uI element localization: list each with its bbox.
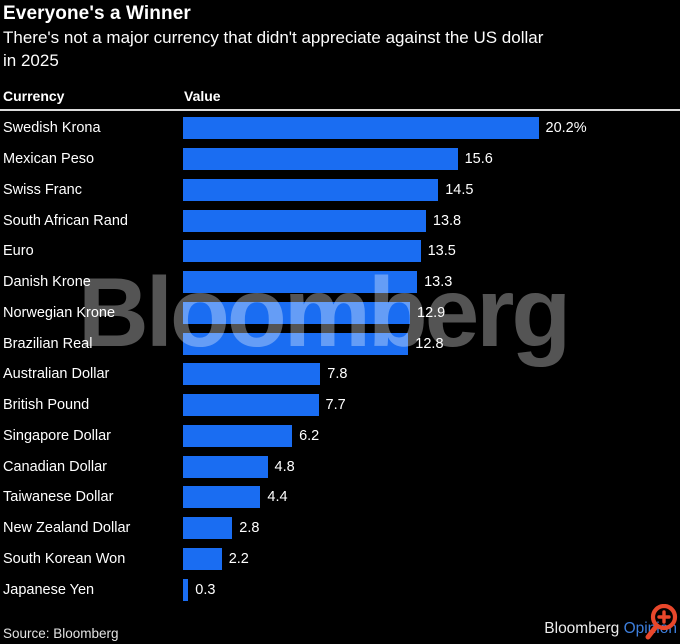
currency-label: British Pound xyxy=(3,397,90,414)
column-header-value: Value xyxy=(184,88,221,104)
page-title: Everyone's a Winner xyxy=(3,3,191,24)
currency-label: Norwegian Krone xyxy=(3,304,116,321)
currency-label: Mexican Peso xyxy=(3,151,95,168)
value-label: 13.8 xyxy=(432,212,462,229)
currency-label: Swiss Franc xyxy=(3,181,82,198)
value-label: 4.4 xyxy=(267,489,288,506)
value-label: 13.5 xyxy=(427,243,456,260)
value-bar xyxy=(183,178,439,201)
chart-row: Norwegian Krone 12.9 xyxy=(0,298,680,329)
currency-label: New Zealand Dollar xyxy=(3,520,131,537)
chart-row: Singapore Dollar 6.2 xyxy=(0,421,680,452)
value-bar xyxy=(183,363,321,386)
value-label: 2.8 xyxy=(239,520,260,537)
chart-row: Danish Krone 13.3 xyxy=(0,267,680,298)
value-bar xyxy=(183,271,418,294)
zoom-in-icon xyxy=(645,603,678,640)
currency-label: Euro xyxy=(3,243,34,260)
chart-row: Swiss Franc 14.5 xyxy=(0,175,680,206)
value-label: 6.2 xyxy=(299,427,320,444)
currency-label: South Korean Won xyxy=(3,550,126,567)
value-bar xyxy=(183,486,261,509)
chart-row: Euro 13.5 xyxy=(0,236,680,267)
chart-row: South African Rand 13.8 xyxy=(0,205,680,236)
chart-row: Mexican Peso 15.6 xyxy=(0,144,680,175)
value-label: 13.3 xyxy=(424,274,453,291)
chart-subtitle-line-1: There's not a major currency that didn't… xyxy=(3,28,544,47)
brand-name: Bloomberg xyxy=(544,620,620,637)
column-header-currency: Currency xyxy=(3,88,65,104)
value-label: 7.7 xyxy=(325,397,346,414)
chart-row: British Pound 7.7 xyxy=(0,390,680,421)
chart-row: Taiwanese Dollar 4.4 xyxy=(0,482,680,513)
value-label: 4.8 xyxy=(274,458,295,475)
value-label: 20.2% xyxy=(545,120,587,137)
chart-row: Japanese Yen 0.3 xyxy=(0,574,680,605)
currency-label: Danish Krone xyxy=(3,274,91,291)
value-bar xyxy=(183,332,409,355)
value-bar xyxy=(183,517,233,540)
currency-label: Singapore Dollar xyxy=(3,427,112,444)
value-bar xyxy=(183,117,539,140)
value-label: 7.8 xyxy=(327,366,348,383)
value-bar xyxy=(183,209,426,232)
currency-label: Brazilian Real xyxy=(3,335,93,352)
value-bar xyxy=(183,148,458,171)
currency-label: Australian Dollar xyxy=(3,366,110,383)
value-bar xyxy=(183,455,268,478)
value-label: 0.3 xyxy=(195,581,216,598)
chart-row: Australian Dollar 7.8 xyxy=(0,359,680,390)
chart-rows: Swedish Krona 20.2% Mexican Peso 15.6 Swiss … xyxy=(0,113,680,605)
currency-label: Canadian Dollar xyxy=(3,458,107,475)
chart-row: New Zealand Dollar 2.8 xyxy=(0,513,680,544)
brand-logo: Bloomberg Opinion xyxy=(544,620,677,638)
zoom-in-button[interactable] xyxy=(644,603,680,642)
value-bar xyxy=(183,547,222,570)
source-note: Source: Bloomberg xyxy=(3,626,119,641)
value-bar xyxy=(183,240,421,263)
brand-edition: Opinion xyxy=(623,620,677,637)
header-divider-line xyxy=(0,109,680,111)
value-label: 14.5 xyxy=(445,181,474,198)
value-label: 12.8 xyxy=(415,335,444,352)
chart-row: Brazilian Real 12.8 xyxy=(0,328,680,359)
value-bar xyxy=(183,301,410,324)
chart-row: South Korean Won 2.2 xyxy=(0,544,680,575)
chart-row: Canadian Dollar 4.8 xyxy=(0,451,680,482)
value-bar xyxy=(183,578,189,601)
currency-label: Swedish Krona xyxy=(3,120,101,137)
value-bar xyxy=(183,394,319,417)
value-label: 15.6 xyxy=(464,151,493,168)
chart-subtitle-line-2: in 2025 xyxy=(3,51,59,70)
value-label: 12.9 xyxy=(417,304,446,321)
currency-label: Taiwanese Dollar xyxy=(3,489,114,506)
value-label: 2.2 xyxy=(228,550,249,567)
currency-label: South African Rand xyxy=(3,212,128,229)
chart-row: Swedish Krona 20.2% xyxy=(0,113,680,144)
value-bar xyxy=(183,424,293,447)
currency-label: Japanese Yen xyxy=(3,581,95,598)
